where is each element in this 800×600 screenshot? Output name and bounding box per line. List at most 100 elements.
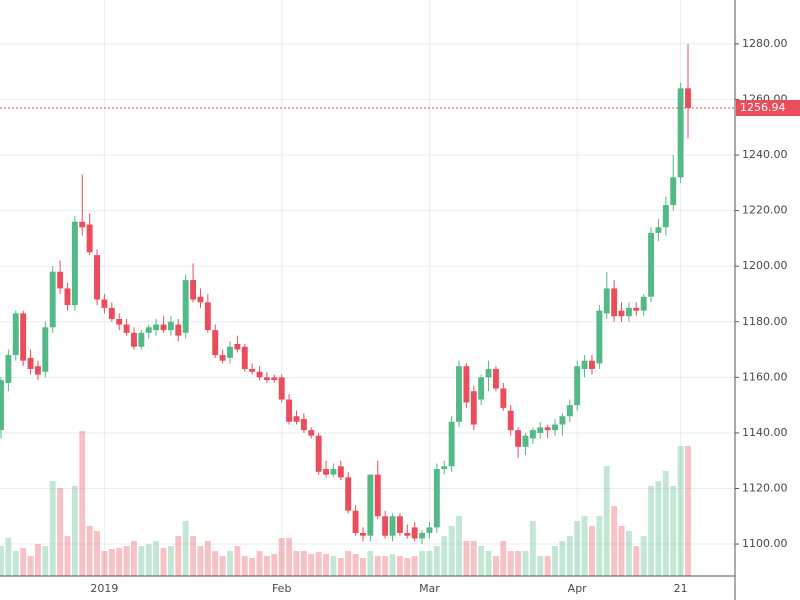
volume-bar <box>12 551 19 576</box>
volume-bar <box>175 536 182 576</box>
volume-bar <box>522 551 529 576</box>
candle-body <box>382 516 389 536</box>
volume-bar <box>263 556 270 576</box>
volume-bar <box>633 546 640 576</box>
candle-body <box>153 324 160 331</box>
volume-bar <box>300 551 307 576</box>
candle-body <box>448 421 455 467</box>
volume-bar <box>463 541 470 576</box>
candle-body <box>64 288 71 306</box>
candle-body <box>108 307 115 319</box>
candle-body <box>662 205 669 228</box>
candle-body <box>34 366 41 375</box>
volume-bar <box>411 556 418 576</box>
volume-bar <box>219 556 226 576</box>
volume-bar <box>94 531 100 576</box>
volume-bar <box>596 516 603 576</box>
volume-bar <box>315 552 322 576</box>
volume-bar <box>433 546 440 576</box>
volume-bar <box>500 541 507 576</box>
candle-body <box>263 377 270 381</box>
candle-body <box>352 510 359 533</box>
candle-body <box>389 516 396 536</box>
volume-bar <box>559 541 566 576</box>
candle-body <box>419 532 426 539</box>
candle-body <box>426 527 433 533</box>
candle-body <box>278 377 285 400</box>
volume-bar <box>20 548 27 576</box>
candle-body <box>648 232 655 297</box>
candle-body <box>596 310 603 364</box>
candle-body <box>374 474 381 517</box>
candle-body <box>5 355 12 383</box>
candle-body <box>42 327 49 372</box>
candle-body <box>640 296 647 311</box>
volume-bar <box>367 551 374 576</box>
candle-body <box>404 532 411 536</box>
candle-body <box>175 324 182 336</box>
volume-bar <box>441 536 448 576</box>
candle-body <box>552 424 558 431</box>
volume-bar <box>456 516 462 576</box>
volume-bar <box>278 538 285 576</box>
candle-body <box>507 410 514 431</box>
volume-bar <box>197 546 204 576</box>
volume-bar <box>308 554 315 576</box>
candle-body <box>123 324 130 333</box>
x-tick-label: Feb <box>272 582 291 595</box>
volume-bar <box>566 536 573 576</box>
candle-body <box>286 399 293 422</box>
y-tick-label: 1180.00 <box>742 315 788 328</box>
volume-bar <box>227 551 233 576</box>
y-tick-label: 1120.00 <box>742 481 788 494</box>
volume-bar <box>507 551 514 576</box>
volume-bar <box>426 551 433 576</box>
candle-body <box>94 255 100 300</box>
candle-body <box>0 380 4 431</box>
candle-body <box>515 430 522 447</box>
candle-body <box>544 427 551 431</box>
x-tick-label: 2019 <box>90 582 118 595</box>
candle-body <box>57 271 64 289</box>
volume-bar <box>492 556 499 576</box>
candle-body <box>581 360 588 369</box>
volume-bar <box>478 546 485 576</box>
candle-body <box>182 280 189 333</box>
candle-body <box>478 377 485 400</box>
last-price-box <box>736 99 800 116</box>
grid <box>0 0 735 576</box>
candle-body <box>367 474 374 536</box>
volume-bar <box>204 541 211 576</box>
candle-body <box>441 466 448 470</box>
volume-bar <box>71 486 78 576</box>
volume-bar <box>116 548 123 576</box>
candle-body <box>456 366 462 422</box>
candle-body <box>79 221 86 228</box>
candle-body <box>300 419 307 431</box>
volume-bar <box>234 546 241 576</box>
volume-bar <box>241 556 248 576</box>
candle-body <box>330 469 337 475</box>
volume-bar <box>101 551 108 576</box>
volume-bar <box>662 471 669 576</box>
volume-bar <box>648 486 655 576</box>
volume-bar <box>611 506 618 576</box>
volume-bar <box>345 551 352 576</box>
volume-bar <box>323 554 329 576</box>
candle-body <box>611 288 618 317</box>
volume-bar <box>27 556 34 576</box>
candle-body <box>670 177 677 206</box>
volume-bar <box>685 446 691 576</box>
volume-bar <box>0 546 4 576</box>
volume-bar <box>677 446 684 576</box>
volume-bar <box>5 538 12 576</box>
candle-body <box>360 532 366 536</box>
candle-body <box>86 224 93 253</box>
candle-body <box>337 466 344 478</box>
candle-body <box>12 313 19 356</box>
volume-bar <box>552 546 558 576</box>
volume-bar <box>212 551 219 576</box>
candle-body <box>145 327 152 333</box>
volume-bar <box>108 549 115 576</box>
volume-bar <box>352 554 359 576</box>
